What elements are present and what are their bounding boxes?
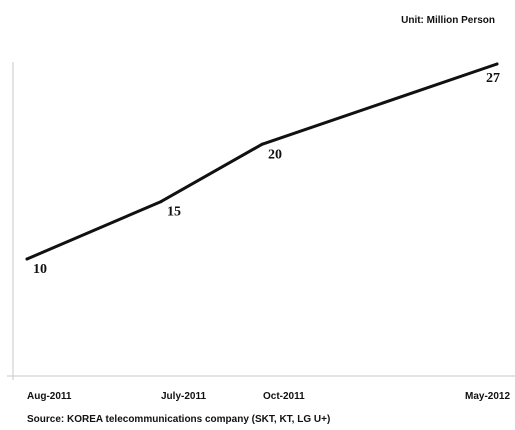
data-label-1: 10: [33, 262, 47, 277]
x-tick-label-4: May-2012: [465, 391, 510, 402]
data-labels: 10 15 20 27: [33, 71, 500, 277]
data-points: [25, 62, 499, 261]
series-line: [25, 62, 499, 261]
source-label: Source: KOREA telecommunications company…: [27, 414, 330, 425]
x-tick-label-1: Aug-2011: [27, 391, 72, 402]
data-point-1: [25, 257, 29, 261]
data-point-3: [260, 142, 264, 146]
data-label-3: 20: [268, 147, 282, 162]
unit-label: Unit: Million Person: [401, 15, 495, 26]
data-label-2: 15: [167, 205, 181, 220]
data-label-4: 27: [486, 71, 500, 86]
x-tick-label-3: Oct-2011: [263, 391, 305, 402]
x-tick-label-2: July-2011: [161, 391, 206, 402]
data-point-4: [495, 62, 499, 66]
data-point-2: [159, 200, 163, 204]
x-tick-labels: Aug-2011 July-2011 Oct-2011 May-2012: [27, 391, 510, 402]
